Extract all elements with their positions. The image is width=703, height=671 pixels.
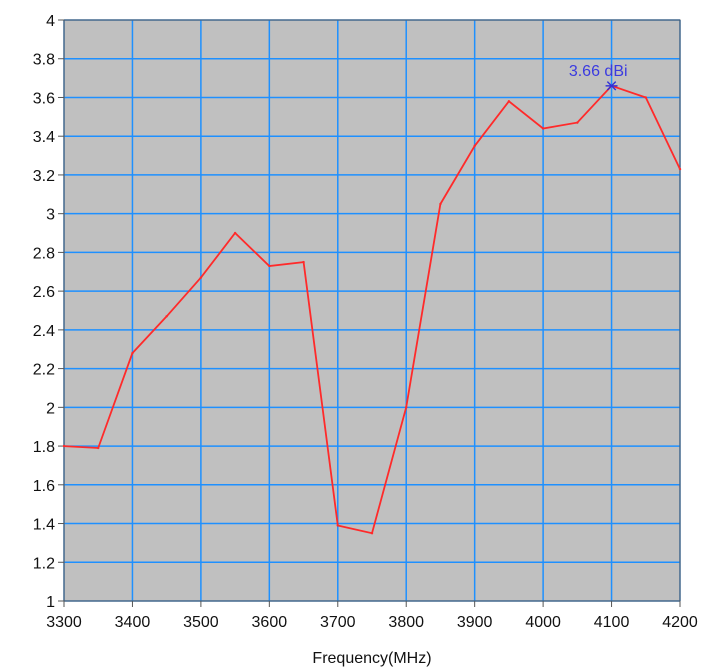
y-tick-label: 3.8 <box>33 52 55 69</box>
peak-marker <box>605 81 618 91</box>
data-point <box>644 96 647 99</box>
y-tick-label: 3.2 <box>33 168 55 185</box>
data-point <box>439 202 442 206</box>
data-point <box>302 260 305 264</box>
x-tick-label: 3300 <box>46 614 82 631</box>
axes <box>58 19 681 607</box>
x-tick-label: 4000 <box>525 614 561 631</box>
marker-stroke <box>606 81 617 91</box>
data-point <box>62 444 66 448</box>
x-tick-label: 3500 <box>183 614 219 631</box>
y-tick-label: 1.8 <box>33 439 55 456</box>
data-point <box>268 264 271 268</box>
x-tick-label: 3700 <box>320 614 356 631</box>
data-point <box>473 144 476 148</box>
data-point <box>405 406 408 409</box>
data-point <box>165 315 168 318</box>
peak-annotation-label: 3.66 dBi <box>569 63 628 80</box>
annotations: 3.66 dBi <box>569 63 628 91</box>
y-tick-label: 2.8 <box>33 245 55 262</box>
data-point <box>336 524 339 527</box>
y-tick-label: 1.2 <box>33 555 55 572</box>
data-point <box>576 121 579 124</box>
x-tick-label: 4200 <box>662 614 698 631</box>
y-tick-label: 1 <box>46 594 55 611</box>
tick-labels: 3300 3400 3500 3600 3700 3800 3900 4000 4100 4200… <box>33 13 698 631</box>
data-point <box>199 276 203 279</box>
x-tick-label: 3400 <box>115 614 151 631</box>
series-layer <box>62 84 682 535</box>
plot-area <box>64 20 680 601</box>
plot-border <box>63 19 681 602</box>
data-point <box>541 127 545 130</box>
data-point <box>370 532 374 535</box>
y-tick-label: 1.4 <box>33 517 55 534</box>
y-tick-label: 2 <box>46 400 55 417</box>
plot-background <box>64 20 680 601</box>
data-point <box>97 446 100 450</box>
y-tick-label: 4 <box>46 13 55 30</box>
y-tick-label: 2.6 <box>33 284 55 301</box>
y-tick-label: 2.4 <box>33 323 55 340</box>
x-tick-label: 3800 <box>388 614 424 631</box>
data-point <box>507 100 511 103</box>
y-tick-label: 3 <box>46 207 55 224</box>
grid-lines <box>63 19 681 602</box>
x-tick-label: 4100 <box>594 614 630 631</box>
x-axis-title: Frequency(MHz) <box>312 650 431 667</box>
data-point <box>233 231 237 235</box>
y-tick-label: 2.2 <box>33 362 55 379</box>
x-tick-label: 3900 <box>457 614 493 631</box>
data-point <box>678 167 682 171</box>
y-tick-label: 3.6 <box>33 90 55 107</box>
data-point <box>131 351 134 355</box>
y-tick-label: 1.6 <box>33 478 55 495</box>
x-tick-label: 3600 <box>252 614 288 631</box>
y-tick-label: 3.4 <box>33 129 55 146</box>
